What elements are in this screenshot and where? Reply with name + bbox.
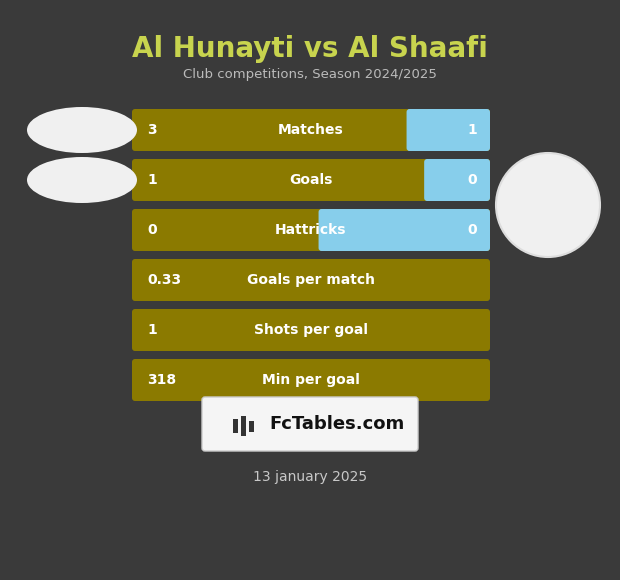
FancyBboxPatch shape (132, 109, 490, 151)
Text: 0: 0 (467, 223, 477, 237)
FancyBboxPatch shape (132, 309, 490, 351)
Text: 0: 0 (467, 173, 477, 187)
FancyBboxPatch shape (132, 259, 490, 301)
Text: Club competitions, Season 2024/2025: Club competitions, Season 2024/2025 (183, 68, 437, 81)
Text: 13 january 2025: 13 january 2025 (253, 470, 367, 484)
Ellipse shape (27, 107, 137, 153)
Text: 1: 1 (147, 323, 157, 337)
FancyBboxPatch shape (249, 420, 254, 432)
FancyBboxPatch shape (233, 419, 238, 433)
Text: Goals per match: Goals per match (247, 273, 375, 287)
Text: Goals: Goals (290, 173, 333, 187)
Text: 318: 318 (147, 373, 176, 387)
FancyBboxPatch shape (319, 209, 490, 251)
FancyBboxPatch shape (424, 159, 490, 201)
Text: 3: 3 (147, 123, 157, 137)
Text: 0: 0 (147, 223, 157, 237)
Text: Matches: Matches (278, 123, 344, 137)
FancyBboxPatch shape (132, 359, 490, 401)
Text: Shots per goal: Shots per goal (254, 323, 368, 337)
Text: Al Hunayti vs Al Shaafi: Al Hunayti vs Al Shaafi (132, 35, 488, 63)
Text: Min per goal: Min per goal (262, 373, 360, 387)
FancyBboxPatch shape (132, 209, 490, 251)
Text: Hattricks: Hattricks (275, 223, 347, 237)
FancyBboxPatch shape (407, 109, 490, 151)
Ellipse shape (27, 157, 137, 203)
Circle shape (496, 153, 600, 257)
Text: 0.33: 0.33 (147, 273, 181, 287)
Text: 1: 1 (467, 123, 477, 137)
Text: FcTables.com: FcTables.com (269, 415, 404, 433)
FancyBboxPatch shape (132, 159, 490, 201)
Text: 1: 1 (147, 173, 157, 187)
FancyBboxPatch shape (241, 416, 246, 436)
FancyBboxPatch shape (202, 397, 418, 451)
